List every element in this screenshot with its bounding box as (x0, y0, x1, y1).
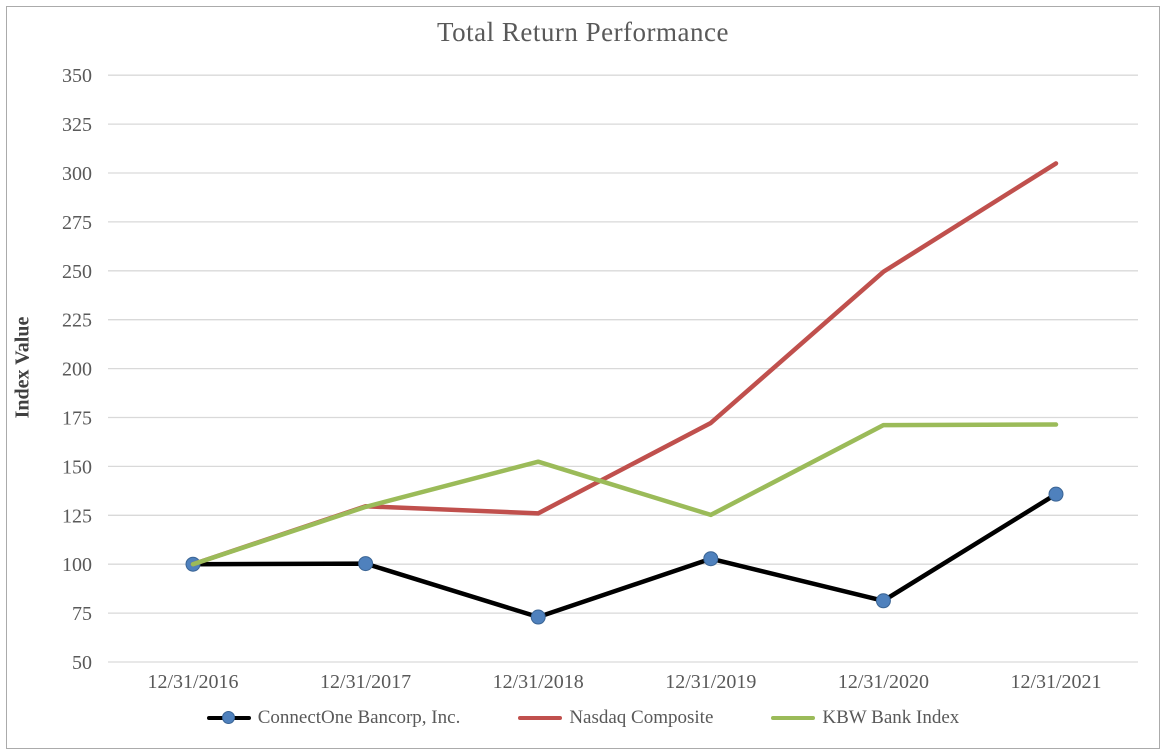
series-line-connectone-bancorp-inc (190, 491, 1059, 620)
x-tick-label: 12/31/2018 (493, 671, 584, 693)
legend-marker-kbw-bank-index (771, 711, 816, 725)
x-tick-label: 12/31/2019 (665, 671, 756, 693)
y-tick-label: 275 (62, 212, 92, 234)
data-point-marker-connectone-bancorp-inc (530, 609, 546, 625)
data-point-marker-connectone-bancorp-inc (358, 556, 374, 572)
y-tick-label: 125 (62, 505, 92, 527)
data-point-marker-connectone-bancorp-inc (875, 593, 891, 609)
y-tick-label: 300 (62, 163, 92, 185)
y-tick-label: 350 (62, 65, 92, 87)
chart-title: Total Return Performance (436, 17, 729, 47)
y-tick-label: 175 (62, 408, 92, 430)
legend-label-connectone-bancorp-inc: ConnectOne Bancorp, Inc. (257, 707, 461, 728)
legend-marker-nasdaq-composite (518, 711, 563, 725)
legend-label-kbw-bank-index: KBW Bank Index (822, 707, 960, 728)
series-line-nasdaq-composite (190, 161, 1059, 567)
y-tick-label: 100 (62, 554, 92, 576)
y-tick-label: 200 (62, 359, 92, 381)
plot-area: 350 325 300 275 250 225 200 175 150 125 100 75 50 12/… (62, 65, 1138, 693)
x-tick-label: 12/31/2020 (838, 671, 929, 693)
legend-item-nasdaq-composite: Nasdaq Composite (518, 707, 713, 729)
legend-item-connectone-bancorp-inc: ConnectOne Bancorp, Inc. (206, 707, 461, 729)
legend-label-nasdaq-composite: Nasdaq Composite (569, 707, 714, 728)
series-line-kbw-bank-index (190, 422, 1059, 567)
y-tick-label: 50 (72, 652, 92, 674)
y-tick-label: 325 (62, 114, 92, 136)
y-tick-label: 75 (72, 603, 92, 625)
x-tick-label: 12/31/2017 (320, 671, 411, 693)
legend: ConnectOne Bancorp, Inc. Nasdaq Composite… (0, 707, 1166, 729)
y-tick-label: 150 (62, 456, 92, 478)
x-tick-label: 12/31/2021 (1010, 671, 1101, 693)
data-point-marker-connectone-bancorp-inc (1048, 486, 1064, 502)
y-tick-label: 225 (62, 310, 92, 332)
x-tick-label: 12/31/2016 (147, 671, 238, 693)
data-point-marker-connectone-bancorp-inc (703, 551, 719, 567)
legend-marker-connectone-bancorp-inc (206, 711, 251, 725)
legend-item-kbw-bank-index: KBW Bank Index (771, 707, 959, 729)
y-tick-label: 250 (62, 261, 92, 283)
